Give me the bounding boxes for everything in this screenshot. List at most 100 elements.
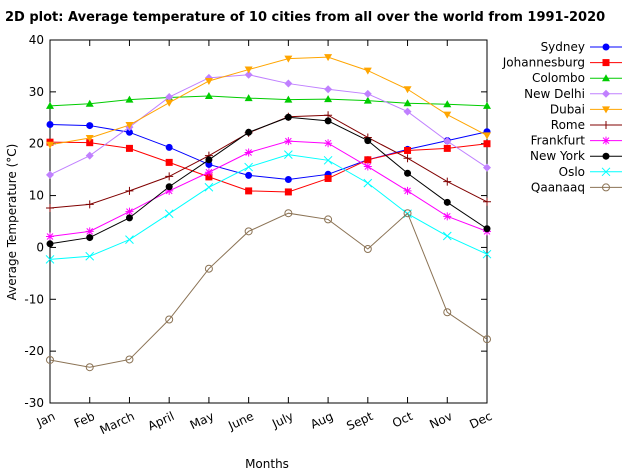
y-tick-label: -20 <box>24 344 44 358</box>
data-point-colombo <box>284 95 293 103</box>
data-point-frankfurt <box>85 227 94 236</box>
series-new-delhi <box>46 70 491 179</box>
x-tick-label: June <box>225 409 256 433</box>
x-tick-label: Sept <box>344 409 375 433</box>
x-tick-label: Aug <box>308 409 335 432</box>
y-tick-label: 10 <box>29 189 44 203</box>
series-line-qaanaaq <box>49 212 488 368</box>
data-point-qaanaaq <box>244 227 253 236</box>
data-point-oslo <box>125 235 134 245</box>
data-point-qaanaaq <box>46 355 54 364</box>
series-line-new-york <box>49 116 488 245</box>
data-point-colombo <box>244 94 253 102</box>
legend-marker <box>602 59 610 67</box>
data-point-dubai <box>204 77 213 85</box>
series-johannesburg <box>46 138 491 196</box>
data-point-new-york <box>483 225 491 233</box>
data-point-dubai <box>324 54 333 62</box>
data-point-dubai <box>165 99 174 107</box>
y-tick-label: -10 <box>24 292 44 306</box>
data-point-new-delhi <box>244 70 253 79</box>
series-line-colombo <box>49 95 488 107</box>
data-point-johannesburg <box>86 139 94 147</box>
data-point-new-delhi <box>284 79 293 88</box>
data-point-new-delhi <box>363 89 372 98</box>
data-point-rome <box>443 177 452 186</box>
x-axis-label: Months <box>245 457 289 471</box>
data-point-new-york <box>443 198 451 206</box>
x-tick-label: July <box>269 409 295 431</box>
data-point-dubai <box>443 111 452 119</box>
series-frankfurt <box>46 137 491 241</box>
legend-item-new-delhi: New Delhi <box>524 87 622 101</box>
legend-marker <box>602 121 610 129</box>
data-point-oslo <box>204 182 214 192</box>
data-point-new-delhi <box>85 151 94 160</box>
data-point-dubai <box>46 141 54 149</box>
legend-label: Frankfurt <box>531 134 586 148</box>
data-point-rome <box>125 186 134 195</box>
data-point-sydney <box>165 143 173 151</box>
y-axis-label: Average Temperature (°C) <box>5 144 19 301</box>
series-qaanaaq <box>46 209 491 372</box>
data-point-new-york <box>324 117 332 125</box>
data-point-johannesburg <box>443 144 451 152</box>
data-point-oslo <box>85 251 95 261</box>
data-point-frankfurt <box>46 232 54 241</box>
data-point-new-york <box>46 240 54 248</box>
data-point-colombo <box>85 99 94 107</box>
data-point-dubai <box>125 122 134 130</box>
data-point-johannesburg <box>404 146 412 154</box>
data-point-qaanaaq <box>284 209 293 218</box>
data-point-colombo <box>363 96 372 104</box>
x-tick-label: Nov <box>427 409 454 432</box>
data-point-new-york <box>404 169 412 177</box>
legend-item-sydney: Sydney <box>541 40 622 54</box>
data-point-colombo <box>483 101 491 109</box>
series-dubai <box>46 54 491 149</box>
series-line-new-delhi <box>49 74 488 176</box>
legend-label: Colombo <box>532 71 585 85</box>
legend-label: Dubai <box>550 102 585 116</box>
data-point-new-delhi <box>46 170 54 179</box>
data-point-new-delhi <box>443 137 452 146</box>
data-point-johannesburg <box>284 188 292 196</box>
data-point-dubai <box>363 67 372 75</box>
data-point-frankfurt <box>125 207 134 216</box>
data-point-new-delhi <box>165 93 174 102</box>
data-point-rome <box>85 200 94 209</box>
legend-item-new-york: New York <box>530 149 622 163</box>
legend-label: New Delhi <box>524 87 585 101</box>
legend-item-qaanaaq: Qaanaaq <box>531 180 622 194</box>
y-axis: -30 -20 -10 0 10 20 30 40 <box>24 33 487 410</box>
legend-marker <box>602 43 610 51</box>
data-point-qaanaaq <box>403 209 412 218</box>
data-point-colombo <box>125 95 134 103</box>
legend-item-dubai: Dubai <box>550 102 622 116</box>
y-tick-label: 30 <box>29 85 44 99</box>
y-tick-label: 40 <box>29 33 44 47</box>
x-tick-label: Feb <box>72 409 97 431</box>
data-point-sydney <box>284 175 292 183</box>
data-point-johannesburg <box>205 173 213 181</box>
series-layer <box>45 54 492 372</box>
data-point-new-delhi <box>324 85 333 94</box>
data-point-rome <box>483 197 491 206</box>
data-point-oslo <box>442 231 452 241</box>
data-point-rome <box>165 172 174 181</box>
data-point-new-york <box>125 214 133 222</box>
data-point-frankfurt <box>204 168 213 177</box>
data-point-dubai <box>284 55 293 63</box>
data-point-new-york <box>205 156 213 164</box>
data-point-new-york <box>284 113 292 121</box>
data-point-qaanaaq <box>165 315 174 324</box>
legend-label: Qaanaaq <box>531 180 585 194</box>
data-point-new-york <box>86 234 94 242</box>
data-point-qaanaaq <box>85 363 94 372</box>
x-axis: Jan Feb March April May June July Aug Sept Oct Nov… <box>34 40 494 437</box>
legend-label: Sydney <box>541 40 585 54</box>
data-point-new-york <box>364 137 372 145</box>
series-rome <box>46 111 491 213</box>
data-point-new-delhi <box>403 107 412 116</box>
